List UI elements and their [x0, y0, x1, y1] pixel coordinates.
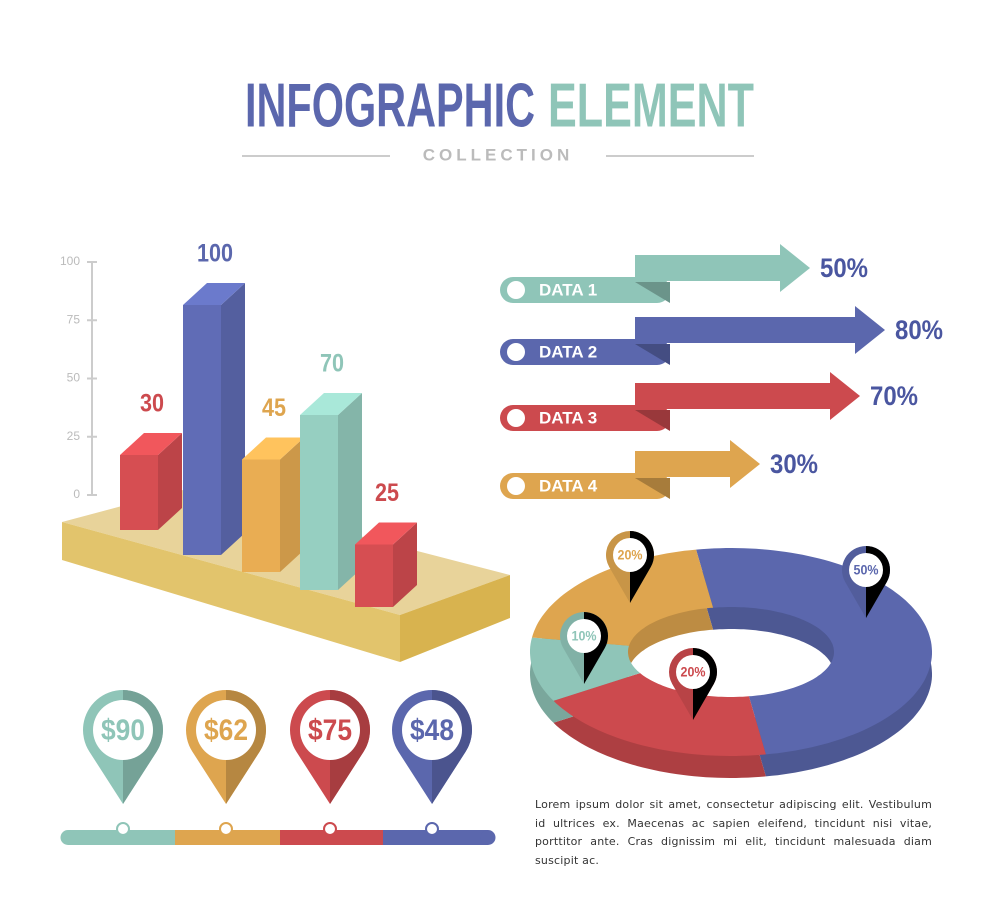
- paragraph: Lorem ipsum dolor sit amet, consectetur …: [535, 798, 932, 867]
- y-tick-label: 0: [73, 487, 80, 501]
- value-label: 70%: [870, 381, 918, 411]
- value-label: 80%: [895, 315, 943, 345]
- pill: [500, 277, 670, 303]
- bar-front: [183, 305, 221, 555]
- y-tick-label: 25: [67, 429, 81, 443]
- pill-dot: [507, 281, 525, 299]
- arrow-fold: [635, 478, 670, 499]
- bar-top: [355, 522, 417, 545]
- value-label: 30: [140, 390, 164, 418]
- timeline-segment: [175, 830, 280, 845]
- value-label: $62: [204, 714, 248, 747]
- pin: 20%: [606, 531, 655, 603]
- bar-top: [300, 393, 362, 415]
- timeline-dot: [116, 822, 130, 836]
- category-label: DATA 1: [539, 280, 597, 299]
- value-label: 30%: [770, 449, 818, 479]
- y-tick-label: 100: [60, 254, 80, 268]
- value-label: $90: [101, 714, 145, 747]
- timeline-cap: [480, 830, 496, 845]
- bar-front: [242, 459, 280, 572]
- arrow: [635, 306, 885, 354]
- pill: [500, 339, 670, 365]
- pin-face: [93, 700, 153, 760]
- platform-front: [62, 522, 400, 662]
- bar-top: [183, 283, 245, 305]
- value-label: 45: [262, 394, 286, 422]
- bar-front: [120, 455, 158, 530]
- pin-face: [196, 700, 256, 760]
- bar-side: [280, 437, 304, 572]
- timeline-segment: [280, 830, 383, 845]
- price-pin: $62: [185, 690, 266, 804]
- pin: 10%: [560, 612, 608, 684]
- value-label: 70: [320, 350, 344, 378]
- pin-face: [849, 553, 883, 587]
- timeline-dot: [425, 822, 439, 836]
- category-label: DATA 3: [539, 408, 597, 427]
- bar: [300, 393, 362, 590]
- value-label: 50%: [820, 253, 868, 283]
- value-label: 10%: [572, 628, 597, 644]
- value-label: 25: [375, 479, 399, 507]
- bar-top: [120, 433, 182, 455]
- bar: [120, 433, 182, 530]
- subtitle: COLLECTION: [423, 145, 574, 164]
- bar-top: [242, 437, 304, 460]
- bar: [355, 522, 417, 607]
- arrow-fold: [635, 344, 670, 365]
- bar-front: [355, 544, 393, 607]
- title-left: INFOGRAPHIC: [245, 71, 535, 140]
- pin-face: [402, 700, 462, 760]
- timeline-dot: [219, 822, 233, 836]
- price-pin: $48: [392, 690, 472, 804]
- pin-face: [613, 538, 647, 572]
- price-pin: $90: [83, 690, 164, 804]
- value-label: $75: [308, 714, 352, 747]
- price-pin: $75: [290, 690, 370, 804]
- bar-front: [300, 415, 338, 590]
- pill-dot: [507, 343, 525, 361]
- bar-side: [158, 433, 182, 530]
- pin: 20%: [669, 648, 718, 720]
- category-label: DATA 4: [539, 476, 598, 495]
- timeline-segment: [68, 830, 175, 845]
- value-label: 20%: [681, 664, 706, 680]
- value-label: $48: [410, 714, 454, 747]
- arrow-fold: [635, 410, 670, 431]
- pin-face: [300, 700, 360, 760]
- arrow-fold: [635, 282, 670, 303]
- category-label: DATA 2: [539, 342, 597, 361]
- title-right: ELEMENT: [548, 71, 754, 140]
- arrow: [635, 440, 760, 488]
- value-label: 20%: [618, 547, 643, 563]
- platform-side: [400, 575, 510, 662]
- bar-side: [221, 283, 245, 555]
- pill-dot: [507, 409, 525, 427]
- pin-face: [567, 619, 601, 653]
- y-tick-label: 50: [67, 371, 81, 385]
- y-tick-label: 75: [67, 312, 81, 326]
- timeline-cap: [60, 830, 76, 845]
- pill: [500, 405, 670, 431]
- value-label: 100: [197, 240, 233, 268]
- pin: 50%: [842, 546, 891, 618]
- bar-side: [393, 522, 417, 607]
- timeline-dot: [323, 822, 337, 836]
- value-label: 50%: [854, 562, 879, 578]
- slice: [553, 673, 766, 756]
- timeline-segment: [383, 830, 488, 845]
- pin-face: [676, 655, 710, 689]
- arrow: [635, 244, 810, 292]
- pill-dot: [507, 477, 525, 495]
- pill: [500, 473, 670, 499]
- arrow: [635, 372, 860, 420]
- bar: [183, 283, 245, 555]
- bar: [242, 437, 304, 572]
- bar-side: [338, 393, 362, 590]
